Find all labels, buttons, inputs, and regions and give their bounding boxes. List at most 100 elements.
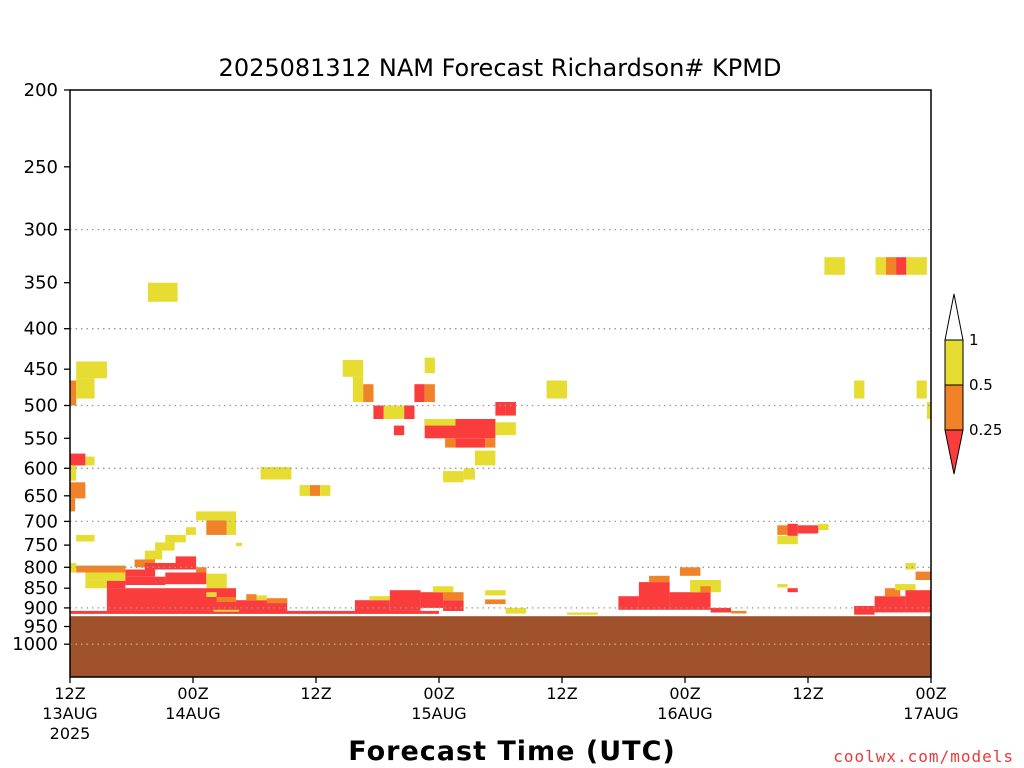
heatmap-cell xyxy=(777,584,788,588)
heatmap-cell xyxy=(256,595,267,601)
heatmap-cell xyxy=(155,542,175,551)
heatmap-cell xyxy=(818,523,829,531)
x-tick-label: 15AUG xyxy=(411,704,466,723)
heatmap-cell xyxy=(495,422,506,436)
heatmap-cell xyxy=(915,571,931,580)
heatmap-cell xyxy=(824,257,845,275)
legend-swatch-mid xyxy=(944,384,964,431)
ground-fill xyxy=(70,616,931,677)
heatmap-cell xyxy=(649,575,670,582)
heatmap-cell xyxy=(875,257,886,275)
heatmap-cell xyxy=(404,405,415,419)
heatmap-cell xyxy=(916,380,927,399)
heatmap-cell xyxy=(196,567,207,574)
heatmap-cell xyxy=(389,590,421,611)
watermark-link[interactable]: coolwx.com/models xyxy=(833,747,1014,766)
heatmap-cell xyxy=(85,456,95,466)
heatmap-cell xyxy=(474,450,496,466)
heatmap-cell xyxy=(424,357,435,374)
heatmap-cell xyxy=(505,402,516,416)
heatmap-cell xyxy=(787,588,798,593)
x-tick-label: 12Z xyxy=(546,684,577,703)
heatmap-cell xyxy=(495,402,506,416)
heatmap-cell xyxy=(236,600,288,611)
heatmap-cell xyxy=(70,563,77,573)
y-tick-label: 950 xyxy=(24,617,58,638)
y-tick-label: 600 xyxy=(24,458,58,479)
heatmap-cell xyxy=(85,572,126,581)
x-tick-label: 00Z xyxy=(177,684,208,703)
x-tick-label: 16AUG xyxy=(657,704,712,723)
heatmap-cell xyxy=(618,596,639,610)
chart-title: 2025081312 NAM Forecast Richardson# KPMD xyxy=(219,54,782,82)
heatmap-cell xyxy=(70,380,77,406)
legend-bottom-arrow xyxy=(944,429,964,475)
heatmap-cell xyxy=(76,378,95,399)
heatmap-cell xyxy=(679,567,701,576)
legend-label-1: 1 xyxy=(969,331,979,349)
heatmap-cell xyxy=(420,592,444,608)
heatmap-cell xyxy=(76,534,95,542)
heatmap-cell xyxy=(266,598,288,604)
heatmap-cell xyxy=(926,402,931,419)
heatmap-cell xyxy=(669,592,711,610)
heatmap-cell xyxy=(106,588,237,611)
heatmap-cell xyxy=(690,580,721,593)
y-tick-label: 500 xyxy=(24,396,58,417)
heatmap-cell xyxy=(710,607,732,613)
heatmap-cell xyxy=(896,257,907,275)
heatmap-cell xyxy=(206,573,227,589)
heatmap-cell xyxy=(424,384,435,402)
heatmap-cell xyxy=(884,588,901,597)
heatmap-cell xyxy=(895,584,916,591)
heatmap-cell xyxy=(206,520,227,535)
heatmap-cell xyxy=(567,612,598,615)
y-tick-label: 800 xyxy=(24,557,58,578)
y-tick-label: 700 xyxy=(24,511,58,532)
grid-lines xyxy=(70,228,931,645)
x-tick-label: 2025 xyxy=(50,724,91,743)
heatmap-cell xyxy=(797,525,819,534)
heatmap-cell xyxy=(485,590,506,596)
y-tick-label: 1000 xyxy=(12,634,58,655)
x-tick-label: 13AUG xyxy=(42,704,97,723)
x-tick-label: 12Z xyxy=(54,684,85,703)
heatmap-cell xyxy=(236,542,243,546)
heatmap-cell xyxy=(125,569,156,577)
heatmap-cell xyxy=(638,582,670,610)
plot-frame xyxy=(69,89,932,678)
heatmap-cell xyxy=(70,498,76,512)
heatmap-cell xyxy=(546,380,568,399)
heatmap-cell xyxy=(216,597,237,603)
x-tick-label: 00Z xyxy=(669,684,700,703)
heatmap-cell xyxy=(485,599,506,605)
colorbar-legend: 1 0.5 0.25 xyxy=(944,293,1002,475)
heatmap-cell xyxy=(700,586,711,593)
x-tick-label: 00Z xyxy=(915,684,946,703)
heatmap-cell xyxy=(443,471,464,483)
heatmap-cell xyxy=(455,438,486,448)
heatmap-cell xyxy=(905,590,931,613)
heatmap-cell xyxy=(354,600,390,612)
heatmap-cell xyxy=(373,405,384,419)
heatmap-cell xyxy=(320,485,331,496)
heatmap-cell xyxy=(299,485,310,496)
heatmap-cell xyxy=(260,467,292,480)
heatmap-cell xyxy=(369,596,390,601)
y-tick-label: 200 xyxy=(24,80,58,101)
heatmap-cell xyxy=(463,468,475,480)
heatmap-cell xyxy=(393,425,405,436)
y-tick-label: 450 xyxy=(24,359,58,380)
heatmap-cell xyxy=(226,520,236,535)
heatmap-cell xyxy=(185,527,196,535)
y-tick-label: 350 xyxy=(24,273,58,294)
heatmap-cell xyxy=(70,465,77,481)
heatmap-cell xyxy=(342,359,364,377)
heatmap-cell xyxy=(246,594,257,601)
heatmap-cell xyxy=(905,563,916,570)
heatmap-cell xyxy=(363,384,374,402)
heatmap-cell xyxy=(206,592,217,597)
y-tick-label: 850 xyxy=(24,578,58,599)
